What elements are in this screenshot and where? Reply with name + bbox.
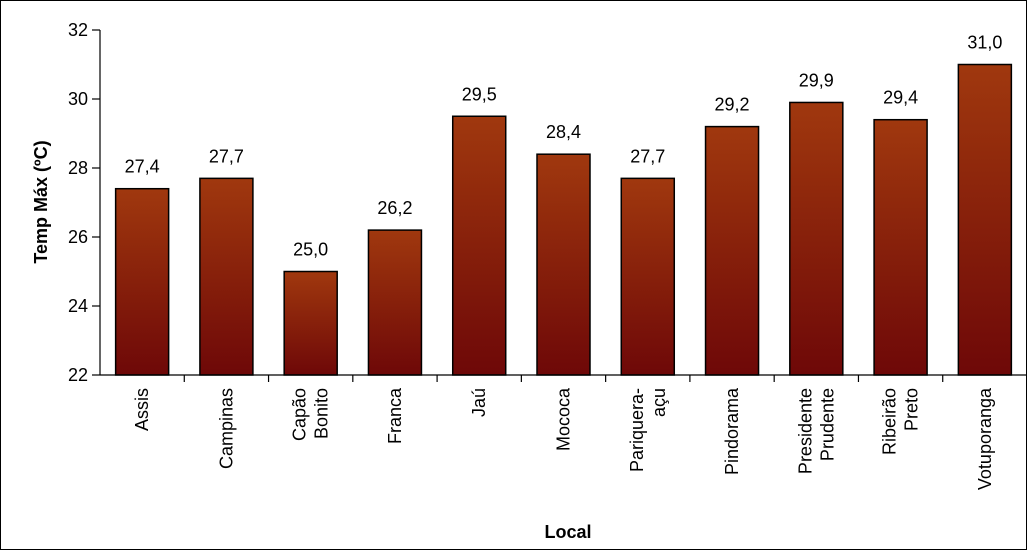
bars-layer: [114, 63, 1027, 382]
category-label: Assis: [132, 388, 152, 431]
category-label: Ribeirão Preto: [880, 388, 922, 455]
bar: [283, 270, 338, 376]
bar: [114, 187, 170, 376]
bar: [704, 125, 760, 376]
category-label: Campinas: [216, 388, 236, 469]
data-label: 28,4: [546, 122, 581, 142]
category-label-line: Preto: [902, 388, 922, 431]
category-label-line: Bonito: [312, 388, 332, 439]
bar: [873, 118, 928, 376]
bar: [451, 115, 507, 376]
category-label-line: Assis: [132, 388, 152, 431]
data-label: 27,7: [630, 146, 665, 166]
category-label-line: Pariquera-: [627, 388, 647, 472]
data-label: 29,9: [799, 70, 834, 90]
category-label: Capão Bonito: [290, 388, 332, 441]
category-label-line: Franca: [385, 387, 405, 444]
bar: [199, 177, 254, 376]
bar: [789, 101, 844, 376]
y-tick-label: 26: [68, 227, 88, 247]
y-tick-label: 28: [68, 158, 88, 178]
data-label: 29,4: [883, 88, 918, 108]
data-label: 26,2: [377, 198, 412, 218]
category-label: Votuporanga: [975, 387, 995, 490]
category-label-line: Votuporanga: [975, 387, 995, 490]
category-label: Presidente Prudente: [795, 388, 837, 474]
y-tick-label: 32: [68, 20, 88, 40]
y-tick-label: 24: [68, 296, 88, 316]
category-label-line: Presidente: [795, 388, 815, 474]
y-axis-title: Temp Máx (ºC): [31, 140, 51, 263]
category-label-line: Campinas: [216, 388, 236, 469]
category-label-line: Ribeirão: [880, 388, 900, 455]
category-label-line: Prudente: [817, 388, 837, 461]
bar: [957, 63, 1013, 376]
axes-layer: [99, 30, 1027, 376]
data-label: 31,0: [967, 33, 1002, 53]
bar: [536, 153, 591, 376]
data-label: 27,7: [209, 146, 244, 166]
bar: [367, 229, 423, 376]
data-labels: 27,4 27,7 25,0 26,2 29,5 28,4 27,7 29,2 29,9 29,4…: [125, 33, 1003, 260]
y-tick-label: 22: [68, 365, 88, 385]
category-label: Franca: [385, 387, 405, 444]
category-labels: Assis Campinas Capão Bonito Franca Jaú Mococa P…: [132, 387, 995, 490]
category-label-line: Pindorama: [722, 387, 742, 475]
data-label: 29,5: [462, 84, 497, 104]
category-label-line: Jaú: [469, 388, 489, 417]
data-label: 29,2: [715, 95, 750, 115]
category-label: Mococa: [554, 387, 574, 451]
category-label: Pindorama: [722, 387, 742, 475]
data-label: 27,4: [125, 157, 160, 177]
x-axis-title: Local: [544, 522, 591, 542]
category-label: Pariquera-açu: [627, 388, 669, 472]
data-label: 25,0: [293, 240, 328, 260]
y-tick-label: 30: [68, 89, 88, 109]
category-label-line: Mococa: [554, 387, 574, 451]
category-label-line: Capão: [290, 388, 310, 441]
category-label-line: açu: [649, 388, 669, 417]
category-label: Jaú: [469, 388, 489, 417]
y-ticks: 22 24 26 28 30 32: [68, 20, 100, 385]
bar: [620, 177, 676, 376]
